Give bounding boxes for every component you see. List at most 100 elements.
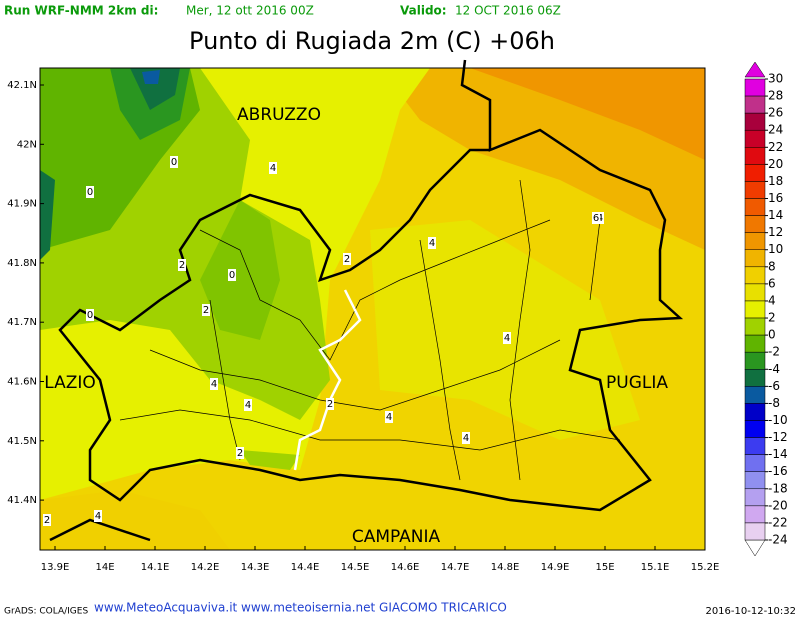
lon-label: 15E: [595, 562, 614, 573]
contour-label-bg: [86, 309, 94, 321]
colorbar-top: [744, 61, 766, 78]
colorbar-label: -12: [768, 430, 788, 444]
colorbar-label: -18: [768, 481, 788, 495]
contour-label: 4: [386, 412, 392, 423]
contour-label-bg: [210, 378, 218, 390]
region-label: ABRUZZO: [237, 105, 321, 125]
colorbar-label: -22: [768, 515, 788, 529]
lon-label: 14.6E: [391, 562, 420, 573]
lon-label: 14.4E: [291, 562, 320, 573]
timestamp: 2016-10-12-10:32: [705, 606, 796, 617]
lat-label: 42.1N: [7, 80, 37, 91]
lat-label: 41.8N: [7, 258, 37, 269]
region-label: PUGLIA: [606, 373, 668, 393]
lon-label: 14E: [95, 562, 114, 573]
colorbar-label: -14: [768, 447, 788, 461]
colorbar-label: 26: [768, 106, 783, 120]
contour-label-bg: [343, 253, 351, 265]
contour-label-bg: [236, 447, 244, 459]
lon-label: 14.1E: [141, 562, 170, 573]
contour-label-bg: [592, 212, 600, 224]
contour-label: 4: [245, 400, 251, 411]
colorbar-label: -6: [768, 379, 780, 393]
lon-label: 15.1E: [641, 562, 670, 573]
colorbar-label: 20: [768, 157, 783, 171]
contour-label: 4: [211, 379, 217, 390]
lon-label: 14.2E: [191, 562, 220, 573]
colorbar-box: [744, 147, 766, 165]
colorbar-box: [744, 369, 766, 387]
contour-label-bg: [43, 514, 51, 526]
colorbar-box: [744, 386, 766, 404]
colorbar-box: [744, 471, 766, 490]
colorbar-box: [744, 317, 766, 336]
run-date: Mer, 12 ott 2016 00Z: [186, 4, 314, 18]
lon-label: 15.2E: [691, 562, 720, 573]
contour-label-bg: [202, 304, 210, 316]
colorbar-box: [744, 129, 766, 148]
lon-label: 14.9E: [541, 562, 570, 573]
colorbar-box: [744, 164, 766, 182]
colorbar-box: [744, 488, 766, 507]
contour-label: 0: [87, 310, 93, 321]
contour-label: 4: [504, 333, 510, 344]
colorbar-box: [744, 198, 766, 216]
contour-label-bg: [178, 259, 186, 271]
lat-label: 41.6N: [7, 377, 37, 388]
contour-label-bg: [269, 162, 277, 174]
colorbar-box: [744, 232, 766, 250]
lon-label: 14.8E: [491, 562, 520, 573]
colorbar-box: [744, 351, 766, 370]
colorbar-label: 4: [768, 293, 776, 307]
colorbar-box: [744, 505, 766, 524]
colorbar-label: 2: [768, 311, 776, 325]
colorbar-label: -20: [768, 498, 788, 512]
contour-label-bg: [385, 411, 393, 423]
colorbar-box: [744, 300, 766, 319]
colorbar-box: [744, 522, 766, 541]
credits: www.MeteoAcquaviva.it www.meteoisernia.n…: [94, 601, 507, 615]
valid-date: 12 OCT 2016 06Z: [455, 4, 561, 18]
lon-label: 14.5E: [341, 562, 370, 573]
boundaries: [49, 59, 684, 542]
contour-label: 2: [327, 399, 333, 410]
lat-label: 41.4N: [7, 495, 37, 506]
contour-label-bg: [462, 432, 470, 444]
colorbar-label: 14: [768, 208, 783, 222]
contour-label: 2: [179, 260, 185, 271]
colorbar-label: -4: [768, 362, 780, 376]
contour-label: 4: [270, 163, 276, 174]
contour-label: 4: [429, 238, 435, 249]
colorbar-label: -2: [768, 345, 780, 359]
contour-label-bg: [170, 156, 178, 168]
colorbar-bottom: [744, 539, 766, 557]
contour-label: 0: [87, 187, 93, 198]
lat-label: 41.5N: [7, 436, 37, 447]
region-label: CAMPANIA: [352, 527, 441, 547]
title: Punto di Rugiada 2m (C) +06h: [189, 27, 555, 55]
lat-label: 42N: [17, 139, 37, 150]
colorbar-box: [744, 420, 766, 438]
colorbar-box: [744, 95, 766, 114]
contour-label: 6: [593, 213, 599, 224]
contour-label-bg: [503, 332, 511, 344]
colorbar-box: [744, 283, 766, 302]
colorbar-box: [744, 403, 766, 421]
contour-label: 2: [237, 448, 243, 459]
colorbar-label: -10: [768, 413, 788, 427]
contour-label: 0: [171, 157, 177, 168]
colorbar-box: [744, 215, 766, 233]
colorbar-box: [744, 112, 766, 131]
lon-label: 13.9E: [41, 562, 70, 573]
contour-label-bg: [326, 398, 334, 410]
contour-label-bg: [94, 510, 102, 522]
contour-label-bg: [228, 269, 236, 281]
contour-label-bg: [86, 186, 94, 198]
colorbar-label: 24: [768, 123, 783, 137]
grads-label: GrADS: COLA/IGES: [4, 607, 88, 617]
contour-label: 4: [95, 511, 101, 522]
colorbar-label: 10: [768, 242, 783, 256]
colorbar-label: -16: [768, 464, 788, 478]
contour-label: 2: [44, 515, 50, 526]
